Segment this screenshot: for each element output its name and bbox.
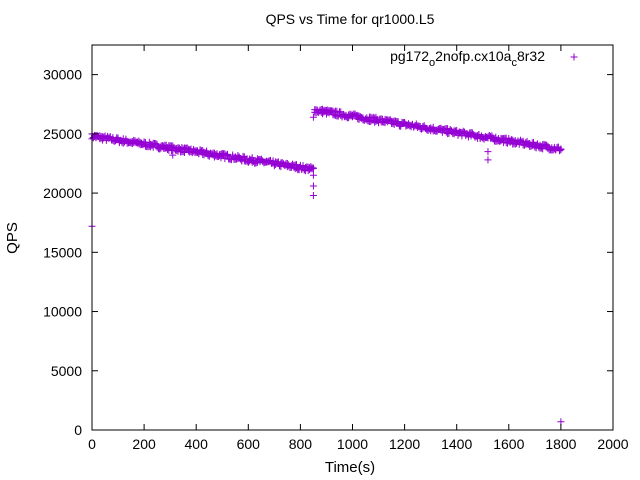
y-tick-label: 25000	[43, 126, 82, 142]
x-tick-label: 0	[88, 436, 96, 452]
data-point	[205, 152, 213, 160]
legend: pg172o2nofp.cx10ac8r32	[390, 48, 578, 69]
legend-marker-glyph	[570, 53, 578, 61]
data-point	[169, 151, 177, 159]
y-tick-label: 15000	[43, 244, 82, 260]
data-point	[557, 146, 565, 154]
y-axis: 0 5000 10000 15000 20000 25000 30000	[43, 67, 613, 438]
data-point	[309, 191, 317, 199]
chart-title: QPS vs Time for qr1000.L5	[266, 11, 435, 27]
x-axis-label: Time(s)	[325, 459, 375, 476]
x-tick-label: 600	[237, 436, 261, 452]
data-point	[484, 156, 492, 164]
x-tick-label: 400	[185, 436, 209, 452]
x-tick-label: 1200	[389, 436, 420, 452]
x-tick-label: 1600	[493, 436, 524, 452]
data-point	[309, 182, 317, 190]
data-point	[394, 118, 402, 126]
x-tick-label: 1000	[337, 436, 368, 452]
x-tick-label: 1800	[545, 436, 576, 452]
data-point	[309, 171, 317, 179]
y-tick-label: 20000	[43, 185, 82, 201]
x-tick-label: 800	[289, 436, 313, 452]
plot-frame	[91, 44, 614, 431]
y-tick-label: 5000	[51, 363, 82, 379]
data-points	[88, 105, 565, 426]
x-tick-label: 2000	[597, 436, 628, 452]
data-point	[309, 164, 317, 172]
x-axis: 0 200 400 600 800 1000 1200 1400 1600 1800 2000	[88, 45, 629, 452]
y-tick-label: 10000	[43, 304, 82, 320]
data-point	[223, 150, 231, 158]
data-point	[309, 113, 317, 121]
x-tick-label: 200	[132, 436, 156, 452]
y-axis-label: QPS	[4, 222, 21, 254]
x-tick-label: 1400	[441, 436, 472, 452]
data-point	[429, 123, 437, 131]
legend-label: pg172o2nofp.cx10ac8r32	[390, 48, 545, 69]
data-point	[484, 148, 492, 156]
data-point	[152, 140, 160, 148]
y-tick-label: 30000	[43, 67, 82, 83]
legend-marker	[570, 53, 578, 61]
data-point	[244, 158, 252, 166]
y-tick-label: 0	[74, 422, 82, 438]
